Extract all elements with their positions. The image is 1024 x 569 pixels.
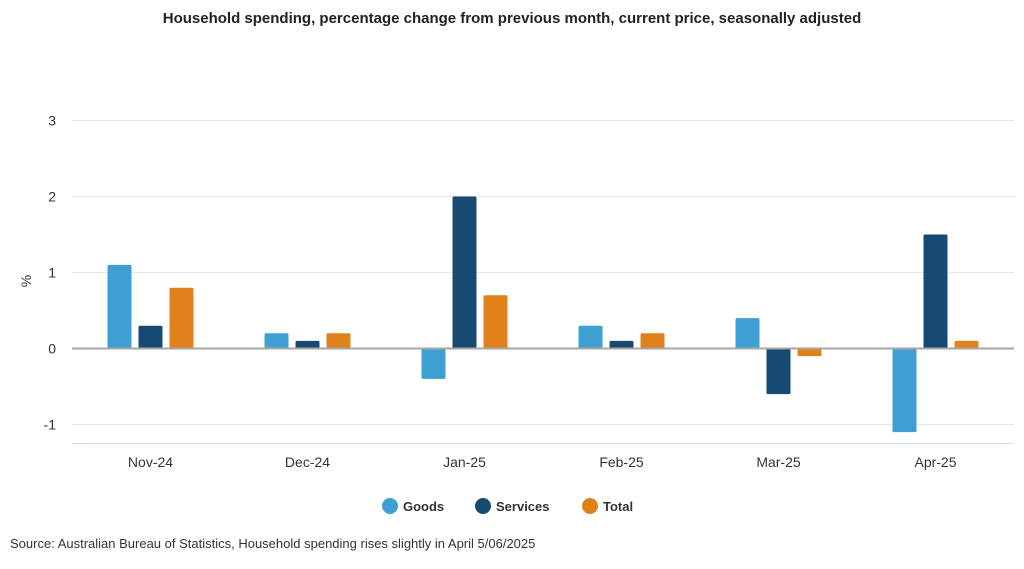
bar-services (295, 340, 320, 349)
legend-marker (382, 498, 398, 514)
bar-total (640, 333, 665, 349)
bar-total (483, 295, 508, 349)
x-tick-label: Feb-25 (599, 454, 644, 470)
x-tick-label: Dec-24 (285, 454, 330, 470)
y-axis-ticks: -1 0 1 2 3 (44, 113, 57, 433)
bar-goods (578, 325, 603, 349)
x-axis-ticks: Nov-24 Dec-24 Jan-25 Feb-25 Mar-25 Apr-25 (128, 454, 957, 470)
bar-goods (735, 318, 760, 349)
x-tick-label: Nov-24 (128, 454, 173, 470)
bar-goods (892, 348, 917, 433)
bar-total (326, 333, 351, 349)
legend-marker (475, 498, 491, 514)
bar-total (169, 287, 194, 349)
bar-goods (107, 264, 132, 349)
legend-item-total[interactable]: Total (582, 498, 633, 514)
bar-total (954, 340, 979, 349)
bar-services (766, 348, 791, 395)
bar-services (452, 196, 477, 349)
source-note: Source: Australian Bureau of Statistics,… (10, 536, 536, 551)
y-tick-label: 3 (48, 113, 56, 129)
bars (107, 196, 979, 433)
bar-goods (421, 348, 446, 379)
gridlines (72, 120, 1014, 444)
bar-services (609, 340, 634, 349)
legend-label: Total (603, 499, 633, 514)
legend-item-services[interactable]: Services (475, 498, 550, 514)
bar-goods (264, 333, 289, 349)
x-tick-label: Jan-25 (443, 454, 486, 470)
legend-label: Goods (403, 499, 444, 514)
x-tick-label: Mar-25 (756, 454, 801, 470)
legend-marker (582, 498, 598, 514)
y-axis-title: % (18, 275, 34, 287)
legend-item-goods[interactable]: Goods (382, 498, 444, 514)
bar-services (923, 234, 948, 349)
y-tick-label: -1 (44, 417, 57, 433)
legend-label: Services (496, 499, 550, 514)
y-tick-label: 0 (48, 341, 56, 357)
bar-services (138, 325, 163, 349)
bar-total (797, 348, 822, 357)
y-tick-label: 1 (48, 265, 56, 281)
chart-title: Household spending, percentage change fr… (162, 10, 862, 27)
y-tick-label: 2 (48, 189, 56, 205)
x-tick-label: Apr-25 (914, 454, 956, 470)
legend[interactable]: Goods Services Total (382, 498, 633, 514)
